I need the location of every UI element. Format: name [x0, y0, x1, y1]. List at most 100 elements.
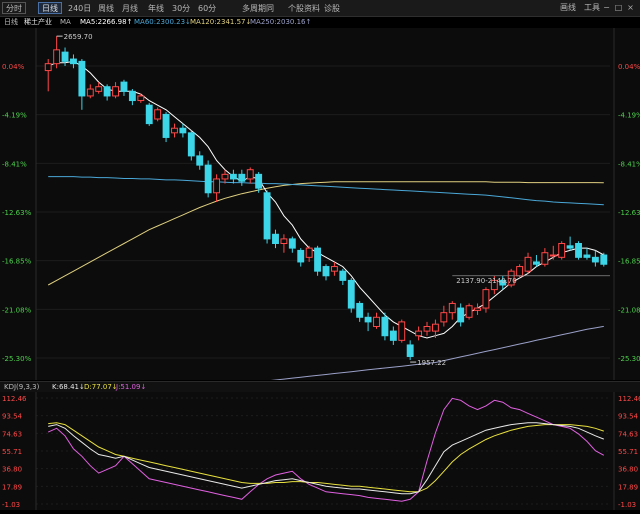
kdj-info-bar: KDJ(9,3,3) K:68.41↓ D:77.07↓ J:51.09↓: [0, 381, 640, 393]
candle-body: [558, 243, 566, 258]
draw-line-button[interactable]: 画线: [560, 3, 576, 12]
candle-body: [507, 270, 515, 286]
kdj-axis-left: 112.46: [2, 395, 27, 403]
kdj-axis-right: 112.46: [618, 395, 640, 403]
tab-3[interactable]: 周线: [98, 4, 114, 13]
axis-label-right: -16.85%: [618, 258, 640, 266]
candle-body: [179, 127, 187, 134]
axis-label-left: -16.85%: [2, 258, 32, 266]
candle-body: [112, 86, 119, 97]
candle-body: [398, 321, 406, 341]
kdj-k-value: K:68.41↓: [52, 383, 85, 391]
candle-body: [162, 113, 170, 138]
tab-10[interactable]: 诊股: [324, 4, 340, 13]
candle-body: [95, 86, 103, 92]
kdj-axis-left: 36.80: [2, 466, 22, 474]
candle-body: [196, 155, 204, 166]
candle-body: [566, 245, 574, 249]
tab-0[interactable]: 分时: [2, 2, 26, 14]
high-label: 2659.70: [64, 33, 93, 41]
close-icon[interactable]: ×: [627, 3, 634, 12]
ma250-line: [48, 325, 604, 406]
candle-body: [213, 178, 221, 194]
candle-body: [330, 266, 338, 272]
ma120-value: MA120:2341.57↓: [190, 18, 252, 26]
candle-body: [297, 249, 305, 263]
tab-7[interactable]: 60分: [198, 4, 217, 13]
candle-body: [204, 164, 212, 194]
candle-body: [53, 49, 61, 65]
candle-body: [591, 256, 599, 263]
candle-body: [44, 63, 52, 72]
kdj-axis-right: 74.63: [618, 430, 638, 438]
kdj-axis-left: 74.63: [2, 430, 22, 438]
candle-body: [499, 279, 507, 286]
candle-body: [339, 270, 347, 281]
kdj-axis-right: 93.54: [618, 413, 639, 421]
axis-label-right: -25.30%: [618, 355, 640, 363]
candle-body: [541, 252, 549, 265]
axis-label-right: -12.63%: [618, 209, 640, 217]
candle-body: [406, 344, 414, 357]
tab-5[interactable]: 年线: [148, 4, 164, 13]
candle-body: [137, 95, 145, 102]
tab-4[interactable]: 月线: [122, 4, 138, 13]
kdj-axis-left: 17.89: [2, 483, 22, 491]
candle-body: [482, 289, 490, 309]
kdj-d-value: D:77.07↓: [84, 383, 118, 391]
axis-label-right: -8.41%: [618, 160, 640, 168]
axis-label-left: -25.30%: [2, 355, 32, 363]
candle-body: [154, 109, 162, 120]
axis-label-left: -4.19%: [2, 112, 27, 120]
candle-body: [431, 323, 439, 332]
candle-body: [440, 312, 448, 323]
maximize-icon[interactable]: □: [614, 3, 623, 12]
kdj-panel[interactable]: 112.46 112.46 93.54 93.54 74.63 74.63 55.71 55.…: [0, 392, 640, 510]
candle-body: [322, 266, 330, 277]
candle-body: [120, 81, 128, 92]
minimize-icon[interactable]: −: [603, 3, 610, 12]
range-label: 2137.90-2140.70: [456, 277, 516, 285]
period-toolbar: 分时 日线 240日 周线 月线 年线 30分 60分 多周期同 个股资料 诊股: [0, 0, 640, 17]
candle-body: [423, 326, 431, 332]
kdj-d-line: [48, 422, 604, 493]
candle-body: [600, 254, 608, 265]
indicator-info-bar: 日线 稀土产业 MA MA5:2266.98↑ MA60:2300.23↓ MA…: [0, 17, 640, 27]
low-label: 1957.22: [417, 359, 446, 367]
candle-body: [347, 279, 355, 309]
price-chart-panel[interactable]: 0.04% 0.04% -4.19% -4.19% -8.41% -8.41% -12.63…: [0, 28, 640, 406]
axis-label-left: -8.41%: [2, 160, 27, 168]
candle-body: [229, 173, 237, 180]
candle-body: [389, 330, 397, 341]
ma5-line: [48, 60, 605, 339]
kdj-axis-right: 17.89: [618, 483, 638, 491]
candle-body: [381, 316, 389, 337]
candle-body: [128, 90, 136, 102]
kdj-k-line: [48, 422, 604, 495]
ma60-line: [48, 176, 604, 206]
candle-body: [549, 254, 557, 257]
tab-1[interactable]: 日线: [38, 2, 62, 14]
candle-body: [305, 247, 313, 258]
tab-6[interactable]: 30分: [172, 4, 191, 13]
candle-body: [583, 254, 591, 258]
candle-body: [457, 307, 465, 323]
ma-label[interactable]: MA: [60, 18, 71, 26]
tab-9[interactable]: 个股资料: [288, 4, 320, 13]
kdj-axis-left: 55.71: [2, 448, 22, 456]
candle-body: [415, 330, 423, 337]
kdj-name[interactable]: KDJ(9,3,3): [4, 383, 40, 391]
candle-body: [86, 88, 94, 97]
candle-body: [474, 307, 481, 311]
candle-body: [524, 256, 532, 272]
tools-button[interactable]: 工具: [584, 3, 600, 12]
candle-body: [516, 266, 524, 277]
candle-body: [288, 238, 296, 249]
candle-body: [171, 127, 178, 134]
candle-body: [61, 51, 69, 62]
candlestick-chart[interactable]: 0.04% 0.04% -4.19% -4.19% -8.41% -8.41% -12.63…: [0, 28, 640, 406]
kdj-chart[interactable]: 112.46 112.46 93.54 93.54 74.63 74.63 55.71 55.…: [0, 392, 640, 510]
kdj-j-line: [47, 397, 605, 502]
tab-8[interactable]: 多周期同: [242, 4, 274, 13]
tab-2[interactable]: 240日: [68, 4, 92, 13]
